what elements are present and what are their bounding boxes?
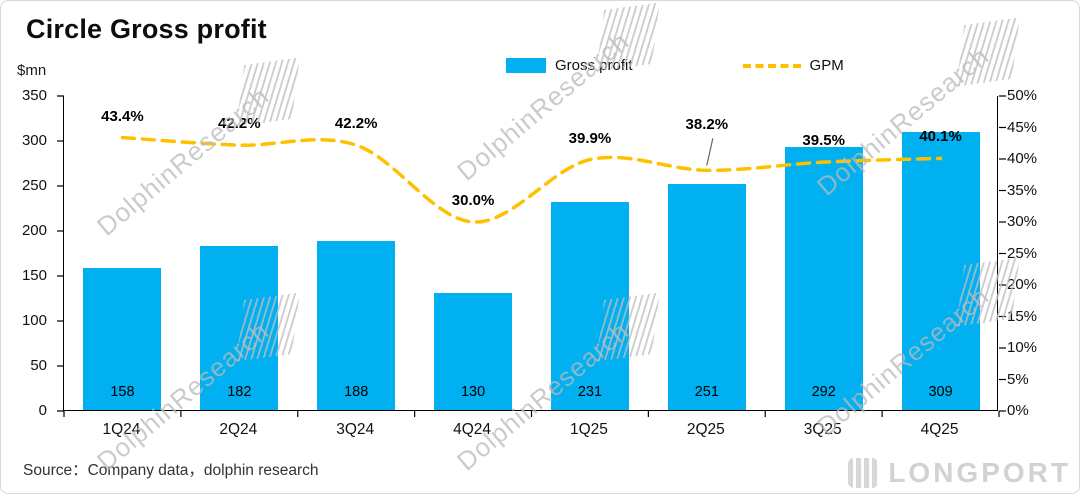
x-tick-label: 1Q25 (569, 421, 608, 438)
gpm-value-label: 39.5% (802, 132, 845, 150)
bar-value-label: 292 (811, 384, 836, 400)
right-axis-tick: 20% (1007, 276, 1038, 293)
x-axis-labels: 1Q24 2Q24 3Q24 4Q24 1Q25 2Q25 3Q25 4Q25 (63, 421, 998, 439)
right-axis-tick: 30% (1007, 213, 1038, 230)
left-axis-tick: 0 (38, 402, 47, 419)
legend-bar-swatch (506, 58, 546, 73)
left-axis-tick: 150 (21, 267, 47, 284)
gpm-value-label: 43.4% (101, 107, 144, 125)
legend-bar-label: Gross profit (555, 57, 633, 74)
legend-item-gpm: GPM (742, 57, 844, 74)
bar-value-label: 188 (344, 384, 369, 400)
right-axis-tick: 10% (1007, 339, 1038, 356)
right-axis-tick: 0% (1007, 402, 1029, 419)
bar-3Q25 (784, 147, 863, 410)
bar-value-label: 231 (577, 384, 603, 400)
bar-1Q24 (83, 267, 162, 410)
bar-value-label: 251 (694, 384, 719, 400)
gpm-value-label: 38.2% (685, 116, 729, 134)
gpm-value-label: 39.9% (568, 129, 612, 147)
longport-brand-text: LONGPORT (888, 457, 1071, 488)
right-axis-tick: 15% (1007, 307, 1038, 325)
right-axis-tick: 25% (1007, 244, 1038, 262)
x-tick-label: 2Q24 (219, 421, 258, 438)
legend: Gross profit GPM (506, 57, 844, 74)
gpm-value-label: 42.2% (334, 115, 378, 133)
bar-value-label: 158 (110, 384, 135, 400)
left-axis-tick: 250 (21, 177, 47, 194)
legend-line-swatch (742, 63, 801, 68)
left-axis-tick: 350 (21, 87, 47, 104)
legend-line-label: GPM (809, 57, 844, 74)
x-tick-label: 3Q25 (803, 421, 842, 438)
right-axis-tick-labels: 0% 5% 10% 15% 20% 25% 30% 35% 40% 45% 50% (1007, 87, 1077, 419)
longport-watermark: LONGPORT (848, 457, 1071, 489)
longport-logo-icon (848, 458, 879, 488)
legend-item-gross-profit: Gross profit (506, 57, 633, 74)
x-tick-label: 4Q24 (453, 421, 492, 438)
source-note: Source：Company data，dolphin research (23, 462, 319, 479)
bar-value-label: 309 (928, 384, 953, 400)
right-axis-tick: 5% (1007, 370, 1029, 388)
gpm-value-label: 30.0% (451, 192, 495, 209)
bar-3Q24 (317, 240, 396, 410)
left-axis-tick: 100 (21, 312, 47, 329)
gpm-line (120, 135, 943, 224)
right-axis-tick: 50% (1007, 87, 1038, 104)
plot-area: 158 182 188 130 231 251 292 309 43.4% 42.2% 42.2% 3… (57, 95, 1006, 417)
right-axis-tick: 35% (1007, 181, 1038, 199)
gpm-line-svg (57, 95, 1006, 417)
right-axis-tick: 40% (1007, 150, 1038, 167)
gpm-value-label: 42.2% (218, 115, 261, 133)
bar-2Q25 (667, 184, 746, 410)
x-tick-label: 2Q25 (686, 421, 725, 438)
dolphin-watermark-logo (956, 17, 1020, 87)
x-tick-label: 4Q25 (920, 421, 959, 438)
x-tick-label: 3Q24 (336, 421, 375, 438)
bar-value-label: 182 (227, 384, 252, 400)
bar-4Q24 (434, 293, 513, 410)
axis-unit-label: $mn (17, 62, 47, 79)
left-axis-tick: 200 (21, 222, 47, 239)
x-tick-label: 1Q24 (102, 421, 141, 438)
chart-title: Circle Gross profit (26, 14, 267, 44)
gpm-value-label: 40.1% (919, 128, 962, 146)
right-axis-tick: 45% (1007, 118, 1038, 136)
left-axis-tick: 300 (21, 132, 47, 149)
left-axis-tick: 50 (30, 357, 47, 374)
bar-value-label: 130 (460, 384, 486, 400)
left-axis-tick-labels: 0 50 100 150 200 250 300 350 (1, 87, 53, 419)
